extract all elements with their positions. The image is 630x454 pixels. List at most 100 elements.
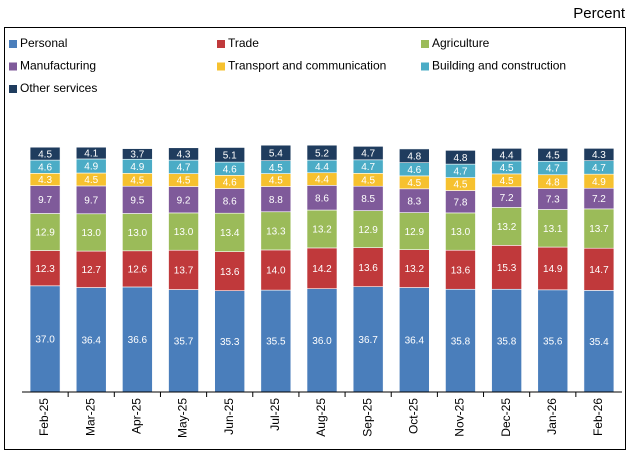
legend-label: Manufacturing (20, 59, 96, 73)
bar-segment (29, 250, 61, 287)
data-label: 4.5 (84, 175, 98, 186)
bar-segment (75, 146, 107, 160)
data-label: 4.9 (84, 162, 98, 173)
data-label: 7.2 (592, 194, 606, 205)
bar-segment (445, 288, 476, 393)
data-label: 4.8 (407, 151, 421, 162)
bar-segment (399, 212, 430, 250)
legend-label: Trade (228, 36, 259, 50)
data-label: 35.4 (589, 337, 609, 348)
bar-segment (537, 246, 569, 291)
data-label: 4.5 (269, 176, 283, 187)
legend-swatch (217, 40, 225, 48)
bar-segment (214, 251, 245, 291)
data-label: 36.4 (81, 335, 101, 346)
data-label: 4.5 (269, 163, 283, 174)
x-tick-label: Dec-25 (499, 398, 513, 437)
data-label: 36.7 (358, 335, 378, 346)
bar-segment (75, 213, 107, 252)
data-label: 8.3 (407, 196, 421, 207)
data-label: 4.7 (177, 162, 191, 173)
unit-title: Percent (573, 5, 626, 22)
data-label: 3.7 (130, 150, 144, 161)
data-label: 35.7 (174, 336, 194, 347)
data-label: 9.2 (177, 195, 191, 206)
data-label: 4.3 (177, 150, 191, 161)
legend-label: Transport and communication (228, 59, 386, 73)
bar-segment (352, 146, 384, 161)
data-label: 13.0 (174, 227, 194, 238)
data-label: 9.7 (84, 195, 98, 206)
data-label: 14.2 (312, 264, 332, 275)
x-tick-label: Nov-25 (453, 398, 467, 437)
bar-segment (168, 212, 199, 251)
bar-segment (122, 185, 153, 214)
data-label: 4.5 (546, 150, 560, 161)
data-label: 36.6 (128, 335, 148, 346)
data-label: 35.3 (220, 337, 240, 348)
bar-segment (583, 247, 615, 291)
bar-segment (306, 288, 338, 393)
data-label: 4.8 (454, 153, 468, 164)
data-label: 12.7 (81, 265, 101, 276)
x-tick-label: Jan-26 (545, 398, 559, 435)
bar-segment (445, 212, 476, 251)
data-label: 4.3 (592, 150, 606, 161)
data-label: 4.9 (130, 162, 144, 173)
data-label: 12.9 (35, 228, 55, 239)
bar-segment (29, 185, 61, 214)
bar-segment (168, 147, 199, 161)
legend-swatch (421, 62, 429, 71)
data-label: 4.7 (546, 164, 560, 175)
data-label: 4.9 (592, 177, 606, 188)
data-label: 4.5 (500, 176, 514, 187)
data-label: 4.7 (361, 149, 375, 160)
data-label: 12.6 (128, 265, 148, 276)
data-label: 4.5 (177, 176, 191, 187)
data-label: 5.1 (223, 150, 237, 161)
data-label: 36.4 (405, 335, 425, 346)
bar-segment (352, 286, 384, 393)
bar-segment (399, 148, 430, 163)
data-label: 4.5 (38, 149, 52, 160)
data-label: 13.0 (81, 228, 101, 239)
bar-segment (122, 213, 153, 252)
data-label: 4.6 (223, 178, 237, 189)
data-label: 4.4 (500, 150, 514, 161)
data-label: 15.3 (497, 263, 517, 274)
data-label: 35.8 (451, 336, 471, 347)
data-label: 4.6 (407, 165, 421, 176)
data-label: 35.6 (543, 337, 563, 348)
data-label: 14.7 (589, 265, 609, 276)
data-label: 4.5 (500, 163, 514, 174)
data-label: 13.0 (128, 228, 148, 239)
bar-segment (306, 247, 338, 289)
data-label: 4.5 (407, 178, 421, 189)
data-label: 4.4 (315, 162, 329, 173)
data-label: 8.5 (361, 194, 375, 205)
x-tick-label: Feb-25 (37, 398, 51, 436)
x-tick-label: Oct-25 (406, 398, 420, 434)
data-label: 4.7 (454, 167, 468, 178)
bar-segment (168, 186, 199, 214)
bar-segment (168, 249, 199, 290)
data-label: 13.2 (497, 222, 517, 233)
bar-segment (122, 250, 153, 288)
bar-segment (260, 211, 292, 251)
legend-label: Personal (20, 36, 67, 50)
bar-segment (583, 208, 615, 249)
data-label: 13.6 (220, 267, 240, 278)
data-label: 13.2 (405, 264, 425, 275)
bar-segment (75, 250, 107, 288)
data-label: 14.0 (266, 266, 286, 277)
data-label: 35.8 (497, 336, 517, 347)
bar-segment (260, 144, 292, 161)
legend-label: Building and construction (432, 59, 566, 73)
bar-segment (122, 148, 153, 160)
data-label: 13.6 (451, 265, 471, 276)
bar-segment (583, 148, 615, 161)
bar-segment (260, 186, 292, 213)
legend-swatch (421, 40, 429, 48)
data-label: 8.8 (269, 195, 283, 206)
